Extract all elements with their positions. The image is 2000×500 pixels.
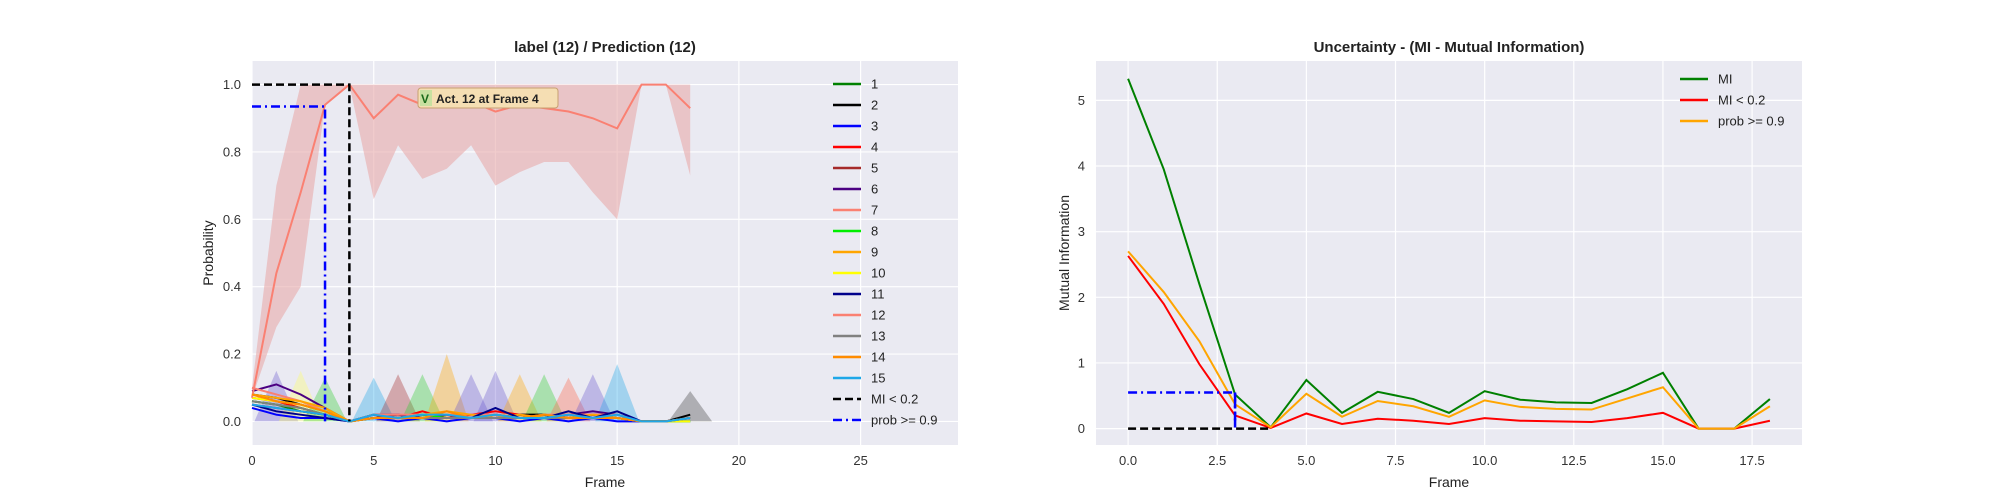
y-axis-label-mutual-information: Mutual Information (1056, 195, 1072, 311)
class-uncertainty-band (449, 374, 494, 422)
reference-line (252, 105, 327, 422)
legend-label: prob >= 0.9 (1718, 114, 1785, 129)
grid-mutual-information (1096, 61, 1802, 445)
x-tick-label: 10.0 (1472, 453, 1497, 468)
y-tick-label: 3 (1078, 224, 1085, 239)
y-tick-label: 5 (1078, 93, 1085, 108)
x-tick-label: 5.0 (1297, 453, 1315, 468)
class-uncertainty-band (400, 374, 445, 422)
legend-label: 10 (871, 266, 885, 281)
y-tick-label: 0.6 (223, 212, 241, 227)
legend-label: 13 (871, 329, 885, 344)
class-uncertainty-band (546, 377, 591, 422)
y-tick-label: 0.8 (223, 144, 241, 159)
legend-label: 7 (871, 203, 878, 218)
y-tick-label: 0.0 (223, 414, 241, 429)
legend-label: 5 (871, 161, 878, 176)
chart-mutual-information: 0.0 2.5 5.0 7.5 10.0 12.5 15.0 17.5 0 1 2 3 4 5 Uncer… (1056, 39, 1802, 490)
x-tick-label: 20 (732, 453, 746, 468)
x-tick-label: 5 (370, 453, 377, 468)
x-tick-label: 15.0 (1650, 453, 1675, 468)
x-tick-label: 15 (610, 453, 624, 468)
chart-title-probability: label (12) / Prediction (12) (514, 39, 696, 56)
x-tick-label: 25 (853, 453, 867, 468)
annotation-mark: V (421, 92, 429, 106)
y-tick-label: 0.2 (223, 347, 241, 362)
x-tick-label: 2.5 (1208, 453, 1226, 468)
legend-label: 2 (871, 98, 878, 113)
legend-label: 1 (871, 77, 878, 92)
legend-label: MI < 0.2 (871, 392, 918, 407)
class-uncertainty-band (376, 374, 420, 422)
x-axis-label-mutual-information: Frame (1429, 474, 1470, 490)
ticks-mutual-information: 0.0 2.5 5.0 7.5 10.0 12.5 15.0 17.5 0 1 2 3 4 5 (1078, 93, 1765, 468)
y-tick-label: 0 (1078, 421, 1085, 436)
y-tick-label: 0.4 (223, 279, 241, 294)
x-tick-label: 0 (248, 453, 255, 468)
y-tick-label: 1 (1078, 355, 1085, 370)
plot-area-mutual-information (1096, 61, 1802, 445)
x-tick-label: 0.0 (1119, 453, 1137, 468)
class-uncertainty-band (473, 370, 518, 422)
reference-lines-probability (252, 83, 351, 422)
x-axis-label-probability: Frame (585, 474, 626, 490)
chart-probability: 0 5 10 15 20 250.00.20.40.60.81.0 label (12) … (200, 39, 958, 490)
legend-label: prob >= 0.9 (871, 413, 938, 428)
legend-label: 14 (871, 350, 885, 365)
class-uncertainty-band (351, 377, 396, 422)
legend-label: MI < 0.2 (1718, 93, 1765, 108)
chart-title-mutual-information: Uncertainty - (MI - Mutual Information) (1314, 39, 1585, 56)
annotation-mark-box (420, 90, 432, 106)
class-uncertainty-band (522, 374, 567, 422)
legend-mutual-information: MI MI < 0.2 prob >= 0.9 (1680, 72, 1785, 129)
reference-lines-mutual-information (1128, 391, 1271, 430)
legend-label: MI (1718, 72, 1732, 87)
class-uncertainty-band (424, 354, 469, 422)
legend-label: 4 (871, 140, 878, 155)
prediction-annotation: V Act. 12 at Frame 4 (417, 87, 559, 109)
x-tick-label: 17.5 (1739, 453, 1764, 468)
annotation-box (417, 87, 559, 109)
x-tick-label: 7.5 (1386, 453, 1404, 468)
class-uncertainty-band (668, 391, 713, 422)
legend-label: 9 (871, 245, 878, 260)
legend-label: 6 (871, 182, 878, 197)
ticks-probability: 0 5 10 15 20 25 0.0 0.2 0.4 0.6 0.8 1.0 (223, 77, 868, 468)
y-tick-label: 1.0 (223, 77, 241, 92)
x-tick-label: 10 (488, 453, 502, 468)
y-axis-label-probability: Probability (200, 220, 216, 285)
reference-line (252, 83, 351, 422)
y-tick-label: 2 (1078, 290, 1085, 305)
class-uncertainty-band (570, 374, 615, 422)
legend-label: 3 (871, 119, 878, 134)
class-uncertainty-band (595, 364, 640, 422)
legend-label: 12 (871, 308, 885, 323)
prediction-uncertainty-band (252, 84, 691, 398)
class-uncertainty-band (497, 374, 542, 422)
legend-label: 15 (871, 371, 885, 386)
annotation-text: Act. 12 at Frame 4 (436, 92, 539, 106)
legend-label: 8 (871, 224, 878, 239)
legend-label: 11 (871, 287, 885, 302)
y-tick-label: 4 (1078, 159, 1085, 174)
x-tick-label: 12.5 (1561, 453, 1586, 468)
